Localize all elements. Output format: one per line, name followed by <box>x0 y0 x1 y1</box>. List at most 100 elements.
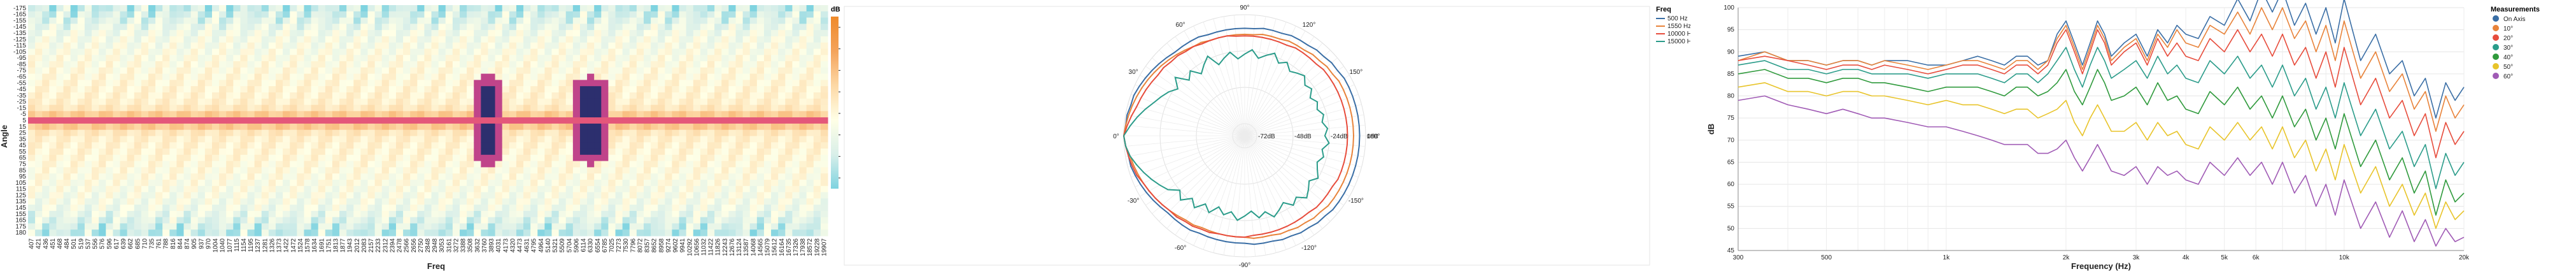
heatmap-cell <box>381 129 390 137</box>
heatmap-cell <box>106 48 113 55</box>
heatmap-cell <box>700 5 708 12</box>
heatmap-cell <box>77 105 85 112</box>
heatmap-x-tick-label: 1195 <box>248 238 255 252</box>
heatmap-cell <box>254 136 262 143</box>
heatmap-cell <box>318 142 326 149</box>
heatmap-cell <box>134 205 142 212</box>
heatmap-cell <box>162 179 170 187</box>
heatmap-cell <box>558 5 567 12</box>
heatmap-cell <box>771 92 779 99</box>
heatmap-cell <box>806 154 814 162</box>
heatmap-cell <box>353 48 362 55</box>
heatmap-cell <box>35 129 43 137</box>
heatmap-cell <box>629 161 637 168</box>
heatmap-cell <box>665 24 673 31</box>
heatmap-cell <box>565 205 574 212</box>
heatmap-cell <box>417 80 425 87</box>
heatmap-cell <box>247 198 255 205</box>
heatmap-cell <box>276 142 283 149</box>
heatmap-cell <box>190 205 199 212</box>
heatmap-cell <box>481 117 489 124</box>
heatmap-cell <box>56 223 64 230</box>
heatmap-cell <box>290 17 297 24</box>
heatmap-cell <box>495 192 503 199</box>
heatmap-cell <box>211 11 220 18</box>
heatmap-cell <box>339 179 347 187</box>
heatmap-cell <box>290 136 297 143</box>
heatmap-cell <box>615 36 623 43</box>
heatmap-cell <box>438 67 446 75</box>
heatmap-cell <box>544 198 553 205</box>
heatmap-cell <box>693 192 701 199</box>
heatmap-cell <box>509 185 517 193</box>
heatmap-cell <box>403 55 411 62</box>
heatmap-cell <box>297 185 305 193</box>
heatmap-cell <box>644 161 651 168</box>
heatmap-cell <box>155 36 163 43</box>
heatmap-cell <box>381 210 390 218</box>
freq-legend-swatch <box>2493 34 2499 41</box>
heatmap-cell <box>460 86 467 93</box>
heatmap-cell <box>325 173 333 180</box>
heatmap-cell <box>537 129 545 137</box>
heatmap-cell <box>806 229 814 236</box>
heatmap-cell <box>134 11 142 18</box>
heatmap-cell <box>70 192 78 199</box>
heatmap-cell <box>332 223 340 230</box>
heatmap-cell <box>141 154 149 162</box>
heatmap-cell <box>106 167 113 174</box>
heatmap-cell <box>42 185 50 193</box>
heatmap-cell <box>523 111 531 118</box>
heatmap-cell <box>707 11 715 18</box>
heatmap-cell <box>297 192 305 199</box>
heatmap-cell <box>77 217 85 224</box>
heatmap-cell <box>339 92 347 99</box>
heatmap-cell <box>311 67 319 75</box>
heatmap-cell <box>417 73 425 80</box>
heatmap-cell <box>565 192 574 199</box>
heatmap-cell <box>325 198 333 205</box>
heatmap-cell <box>106 185 113 193</box>
freq-legend-title: Measurements <box>2491 6 2540 13</box>
heatmap-cell <box>106 205 113 212</box>
heatmap-cell <box>211 142 220 149</box>
heatmap-cell <box>120 123 128 131</box>
heatmap-cell <box>183 198 192 205</box>
heatmap-cell <box>445 73 453 80</box>
heatmap-cell <box>162 217 170 224</box>
heatmap-cell <box>658 48 665 55</box>
heatmap-cell <box>721 42 729 50</box>
heatmap-cell <box>148 36 156 43</box>
heatmap-cell <box>693 198 701 205</box>
heatmap-cell <box>49 92 57 99</box>
heatmap-cell <box>410 161 418 168</box>
heatmap-cell <box>120 217 128 224</box>
heatmap-cell <box>785 223 793 230</box>
heatmap-cell <box>792 30 800 37</box>
heatmap-cell <box>587 223 595 230</box>
heatmap-cell <box>176 105 185 112</box>
heatmap-cell <box>813 17 821 24</box>
heatmap-cell <box>601 24 609 31</box>
heatmap-cell <box>99 179 106 187</box>
heatmap-cell <box>721 167 729 174</box>
heatmap-cell <box>460 17 467 24</box>
heatmap-cell <box>523 105 531 112</box>
heatmap-cell <box>502 61 510 68</box>
heatmap-cell <box>141 167 149 174</box>
heatmap-cell <box>707 149 715 156</box>
heatmap-cell <box>190 198 199 205</box>
heatmap-cell <box>665 61 673 68</box>
heatmap-cell <box>721 149 729 156</box>
heatmap-cell <box>226 161 234 168</box>
heatmap-cell <box>452 223 460 230</box>
heatmap-cell <box>410 55 418 62</box>
heatmap-cell <box>374 92 383 99</box>
heatmap-cell <box>806 5 814 12</box>
heatmap-cell <box>155 105 163 112</box>
heatmap-cell <box>417 86 425 93</box>
heatmap-cell <box>438 105 446 112</box>
heatmap-cell <box>679 105 687 112</box>
heatmap-cell <box>148 154 156 162</box>
heatmap-cell <box>629 30 637 37</box>
